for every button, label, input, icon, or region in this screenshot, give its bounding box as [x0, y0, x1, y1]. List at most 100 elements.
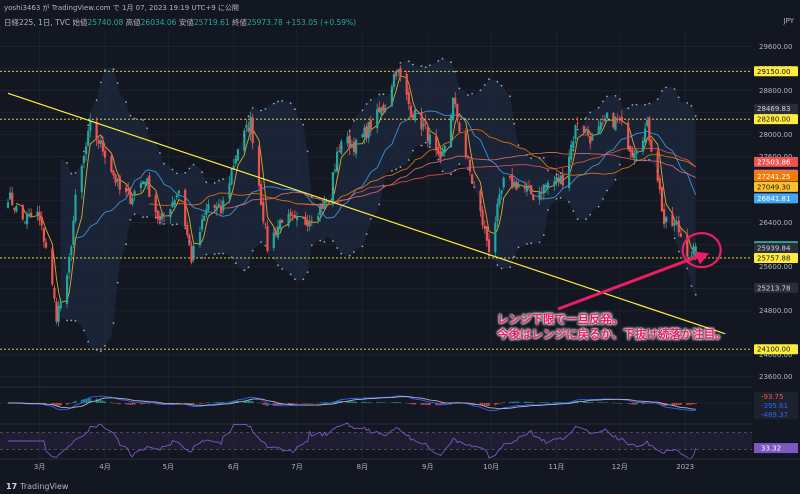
bollinger-upper-dot: [572, 149, 575, 152]
candle-body: [205, 209, 208, 215]
candle-body: [243, 130, 246, 151]
candle-body: [542, 184, 545, 194]
candle-body: [660, 187, 663, 212]
bollinger-lower-dot: [247, 266, 250, 269]
price-axis[interactable]: 23600.0024000.0024800.0025200.0025600.00…: [753, 0, 800, 462]
macd-histogram-bar: [553, 402, 556, 403]
macd-histogram-bar: [306, 403, 309, 404]
tradingview-footer[interactable]: 17 TradingView: [6, 482, 68, 491]
macd-histogram-bar: [266, 403, 269, 406]
high-label: 高値: [125, 18, 141, 27]
macd-histogram-bar: [178, 402, 180, 404]
candle-body: [409, 105, 412, 117]
time-axis[interactable]: 3月 4月 5月 6月 7月 8月 9月 10月 11月 12月 2023: [0, 458, 800, 471]
candle-body: [399, 68, 402, 77]
bollinger-upper-dot: [289, 102, 292, 105]
macd-histogram-bar: [437, 403, 440, 406]
time-tick-label: 7月: [291, 463, 302, 471]
price-tick-label: 29600.00: [759, 43, 792, 51]
macd-histogram-bar: [673, 403, 676, 406]
candle-body: [361, 134, 364, 137]
bollinger-lower-dot: [496, 264, 499, 266]
macd-histogram-bar: [511, 401, 514, 403]
candle-body: [291, 215, 294, 217]
horizontal-levels[interactable]: [0, 70, 752, 350]
bollinger-upper-dot: [142, 119, 144, 121]
high-value: 26034.06: [140, 18, 177, 27]
macd-histogram-bar: [631, 403, 634, 405]
bollinger-upper-dot: [618, 98, 621, 100]
macd-histogram-bar: [43, 403, 45, 404]
candle-body: [487, 239, 491, 253]
bollinger-lower-dot: [125, 243, 127, 246]
bollinger-lower-dot: [526, 243, 528, 245]
candle-body: [74, 194, 77, 222]
bollinger-upper-dot: [407, 60, 410, 63]
bollinger-upper-dot: [395, 74, 397, 77]
macd-histogram-bar: [234, 401, 237, 403]
macd-histogram-bar: [627, 403, 630, 404]
candle-body: [89, 120, 92, 131]
bollinger-lower-dot: [365, 233, 368, 236]
candle-body: [175, 195, 178, 198]
candle-body: [644, 128, 647, 143]
low-label: 安値: [178, 18, 194, 27]
bollinger-upper-dot: [319, 203, 322, 206]
candle-body: [568, 156, 571, 188]
rsi-band: [0, 432, 752, 450]
candle-body: [220, 205, 223, 214]
candle-body: [118, 176, 121, 190]
bollinger-lower-dot: [648, 158, 651, 161]
bollinger-band-fill: [60, 58, 696, 352]
bollinger-upper-dot: [458, 87, 461, 90]
price-label-text: 25939.84: [757, 244, 791, 252]
bollinger-lower-dot: [483, 226, 486, 229]
macd-histogram-bar: [426, 403, 429, 406]
candle-body: [407, 92, 410, 104]
price-label-box: [754, 103, 798, 114]
macd-histogram-bar: [190, 403, 193, 405]
macd-histogram-bar: [583, 401, 585, 403]
downward-trendline[interactable]: [7, 92, 726, 335]
candle-body: [679, 233, 682, 237]
bollinger-lower-dot: [332, 240, 334, 243]
macd-histogram-bar: [308, 403, 311, 404]
price-label-text: 29150.00: [757, 68, 790, 76]
macd-histogram-bar: [258, 402, 260, 403]
macd-histogram-bar: [161, 403, 163, 405]
bollinger-upper-dot: [509, 95, 511, 98]
candle-body: [99, 140, 102, 144]
macd-histogram-bar: [201, 403, 203, 404]
candle-body: [177, 190, 180, 194]
price-tick-label: 24000.00: [759, 351, 792, 359]
macd-histogram-bar: [80, 399, 83, 403]
candle-body: [426, 126, 429, 142]
bollinger-band-dots: [66, 57, 697, 353]
candle-body: [336, 151, 339, 172]
candle-body: [350, 144, 353, 148]
bollinger-lower-dot: [251, 249, 254, 252]
candle-body: [133, 191, 136, 196]
price-tick-label: 24800.00: [759, 307, 792, 315]
candle-body: [584, 129, 588, 131]
bollinger-lower-dot: [175, 223, 178, 226]
macd-histogram-bar: [663, 403, 665, 406]
bollinger-upper-dot: [260, 109, 262, 112]
price-label-box: [754, 181, 798, 192]
pointer-arrow-head: [694, 251, 709, 265]
candle-body: [251, 117, 254, 144]
macd-histogram-bar: [526, 401, 528, 403]
macd-histogram-bar: [188, 403, 191, 405]
candle-body: [367, 121, 370, 139]
bollinger-lower-dot: [420, 144, 423, 147]
candle-body: [532, 194, 535, 201]
candle-body: [422, 124, 425, 127]
macd-histogram-bar: [382, 402, 385, 403]
bollinger-upper-dot: [112, 68, 115, 71]
candle-body: [203, 216, 206, 221]
macd-histogram-bar: [633, 403, 636, 405]
candle-body: [428, 134, 431, 145]
annotation-marks[interactable]: [557, 232, 722, 311]
macd-histogram-bar: [606, 402, 608, 403]
